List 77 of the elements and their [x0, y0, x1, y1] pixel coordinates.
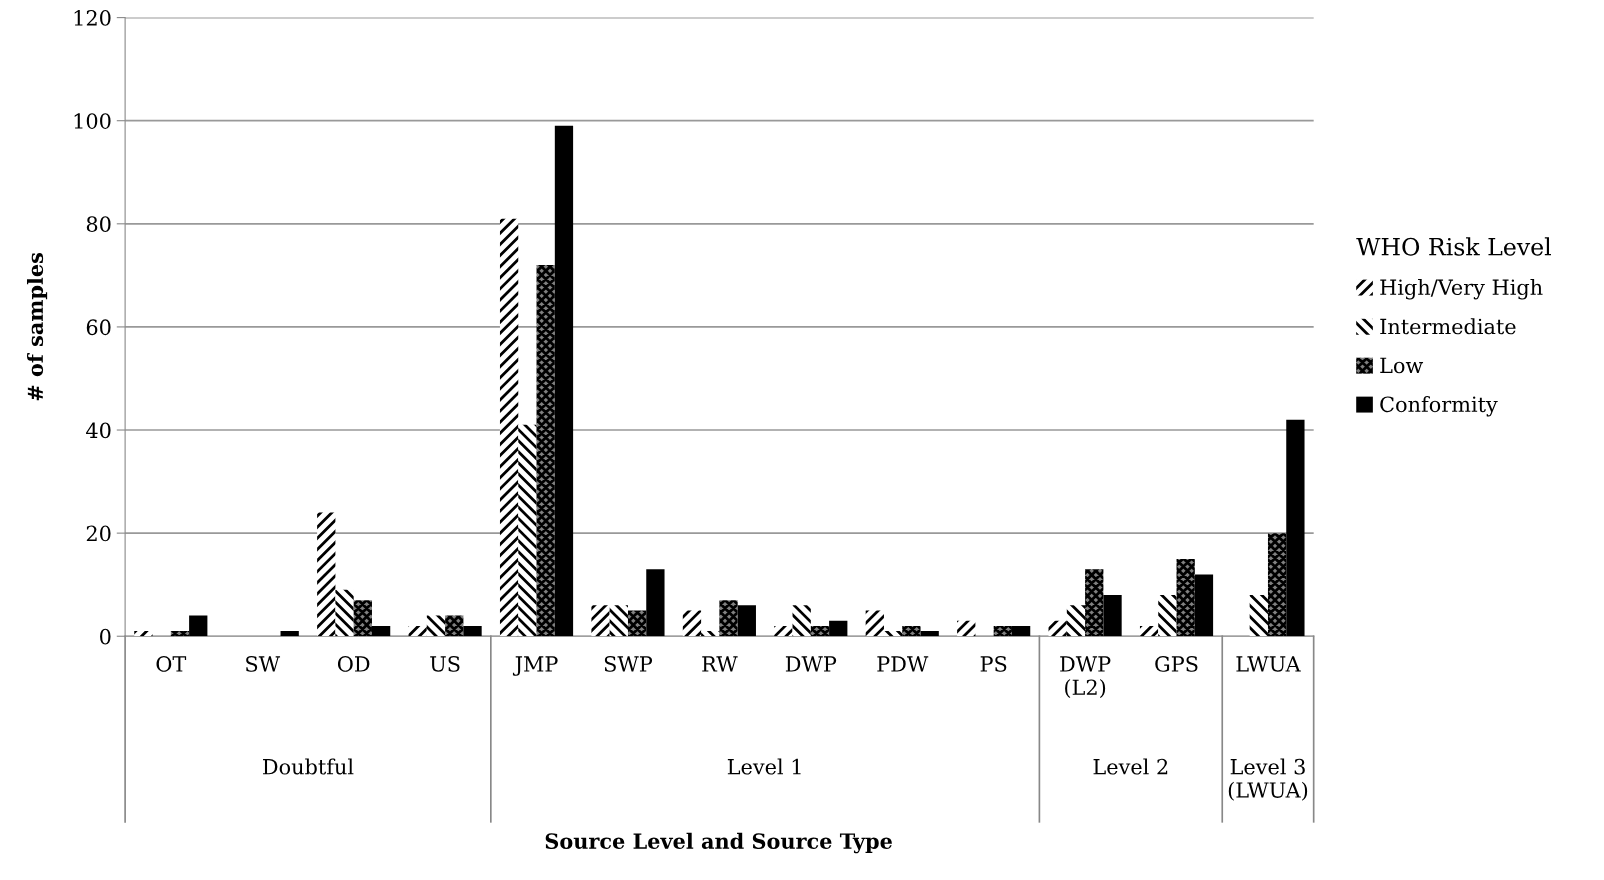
- bar: [627, 610, 647, 637]
- x-tick-label: LWUA: [1236, 656, 1301, 672]
- bar: [737, 605, 756, 637]
- bar: [920, 631, 939, 637]
- bar: [1158, 595, 1177, 637]
- bar: [865, 610, 884, 637]
- bar: [499, 218, 519, 637]
- x-tick-label: PS: [980, 656, 1007, 672]
- bar: [353, 600, 372, 637]
- x-tick-label: PDW: [877, 656, 929, 672]
- bar: [445, 615, 464, 637]
- legend-title: WHO Risk Level: [1356, 237, 1551, 256]
- bar: [829, 620, 848, 637]
- legend-label: Intermediate: [1380, 318, 1516, 335]
- bar: [701, 631, 720, 637]
- x-tick-label: SWP: [604, 656, 653, 672]
- bar: [317, 512, 336, 637]
- x-tick-label: DWP: [785, 656, 837, 672]
- bar: [335, 589, 354, 637]
- x-tick-label: JMP: [512, 656, 558, 676]
- text: Level 2: [1093, 758, 1168, 775]
- bar: [719, 600, 738, 637]
- y-tick-label: 100: [74, 113, 111, 129]
- bar: [883, 631, 903, 637]
- legend-label: Conformity: [1380, 396, 1498, 417]
- bar: [554, 125, 574, 637]
- bar: [993, 625, 1012, 637]
- x-tick-label: GPS: [1155, 656, 1198, 672]
- bar: [810, 625, 830, 637]
- bar: [463, 625, 482, 637]
- bar: [170, 631, 190, 637]
- bar: [902, 625, 921, 637]
- x-tick-label: RW: [702, 656, 738, 672]
- bar: [792, 605, 811, 637]
- y-tick-label: 20: [86, 525, 111, 542]
- bar: [1249, 595, 1268, 637]
- bar: [189, 615, 208, 637]
- x-tick-label: OD: [337, 656, 370, 672]
- bar: [1103, 595, 1122, 637]
- bar: [518, 424, 537, 637]
- bar: [774, 625, 793, 637]
- y-tick-label: 120: [74, 10, 111, 26]
- bar: [1066, 605, 1086, 637]
- y-tick-label: 60: [86, 319, 111, 336]
- y-tick-label: 40: [86, 422, 111, 439]
- y-tick-label: 80: [86, 216, 111, 233]
- x-tick-label: DWP (L2): [1060, 656, 1111, 699]
- text: Level 3 (LWUA): [1228, 758, 1308, 801]
- text: Level 1: [727, 758, 801, 775]
- bar: [1085, 569, 1104, 637]
- source-note: Source Level and Source Type: [545, 832, 892, 854]
- bar: [1048, 620, 1067, 637]
- bar: [1267, 533, 1287, 637]
- legend-label: High/Very High: [1380, 278, 1543, 300]
- bar: [536, 265, 555, 637]
- bar: [682, 610, 702, 637]
- x-tick-label: SW: [246, 656, 281, 672]
- bar: [957, 620, 976, 637]
- bar: [408, 625, 427, 637]
- bar: [426, 615, 446, 637]
- x-tick-label: US: [430, 656, 460, 672]
- legend-label: Low: [1380, 357, 1424, 374]
- bar: [591, 605, 610, 637]
- y-axis-title: # of samples: [26, 253, 48, 401]
- bar: [1139, 625, 1159, 637]
- text: Doubtful: [263, 758, 354, 775]
- bar: [646, 569, 665, 637]
- bar: [280, 631, 299, 637]
- x-tick-label: OT: [156, 656, 187, 672]
- bar: [1011, 625, 1031, 637]
- bar: [1194, 574, 1214, 637]
- bar: [371, 625, 391, 637]
- bar: [1176, 558, 1195, 637]
- bar: [134, 631, 153, 637]
- y-tick-label: 0: [100, 628, 111, 645]
- bar: [609, 605, 628, 637]
- bar: [1286, 419, 1305, 637]
